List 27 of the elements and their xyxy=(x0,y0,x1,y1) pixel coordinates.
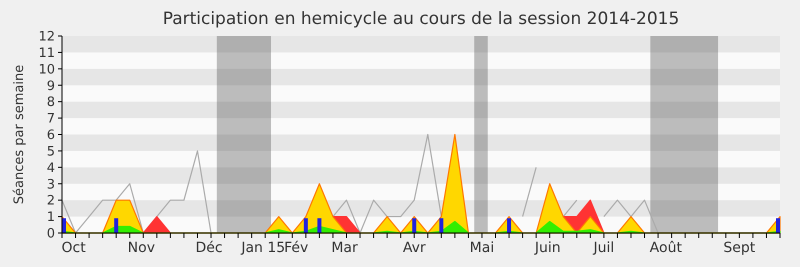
y-tick-label: 6 xyxy=(46,128,55,144)
y-tick-label: 0 xyxy=(46,226,55,242)
y-axis-title: Séances par semaine xyxy=(12,64,27,204)
y-tick-label: 7 xyxy=(46,112,55,127)
y-tick-label: 2 xyxy=(46,194,55,209)
y-tick-label: 1 xyxy=(46,210,55,226)
y-tick-label: 10 xyxy=(38,62,55,78)
x-tick-label: Nov xyxy=(128,240,156,256)
x-tick-label: Juin xyxy=(534,240,561,256)
x-tick-label: Juil xyxy=(592,240,614,256)
x-tick-label: Jan 15 xyxy=(240,240,286,256)
x-tick-label: Avr xyxy=(402,240,426,256)
y-tick-label: 9 xyxy=(46,78,55,94)
y-tick-label: 12 xyxy=(38,30,55,45)
x-tick-label: Sept xyxy=(723,240,756,256)
x-tick-label: Août xyxy=(650,240,682,256)
y-tick-label: 5 xyxy=(46,144,55,160)
x-tick-label: Déc xyxy=(196,240,223,256)
chart-title: Participation en hemicycle au cours de la session 2014-2015 xyxy=(162,9,680,29)
y-tick-label: 3 xyxy=(46,177,55,192)
x-tick-label: Mai xyxy=(470,240,494,256)
x-tick-label: Oct xyxy=(62,240,86,256)
y-tick-label: 8 xyxy=(46,95,55,110)
x-tick-label: Fév xyxy=(284,240,308,256)
x-tick-label: Mar xyxy=(331,240,358,256)
y-tick-label: 11 xyxy=(38,46,55,61)
y-tick-label: 4 xyxy=(46,160,55,176)
